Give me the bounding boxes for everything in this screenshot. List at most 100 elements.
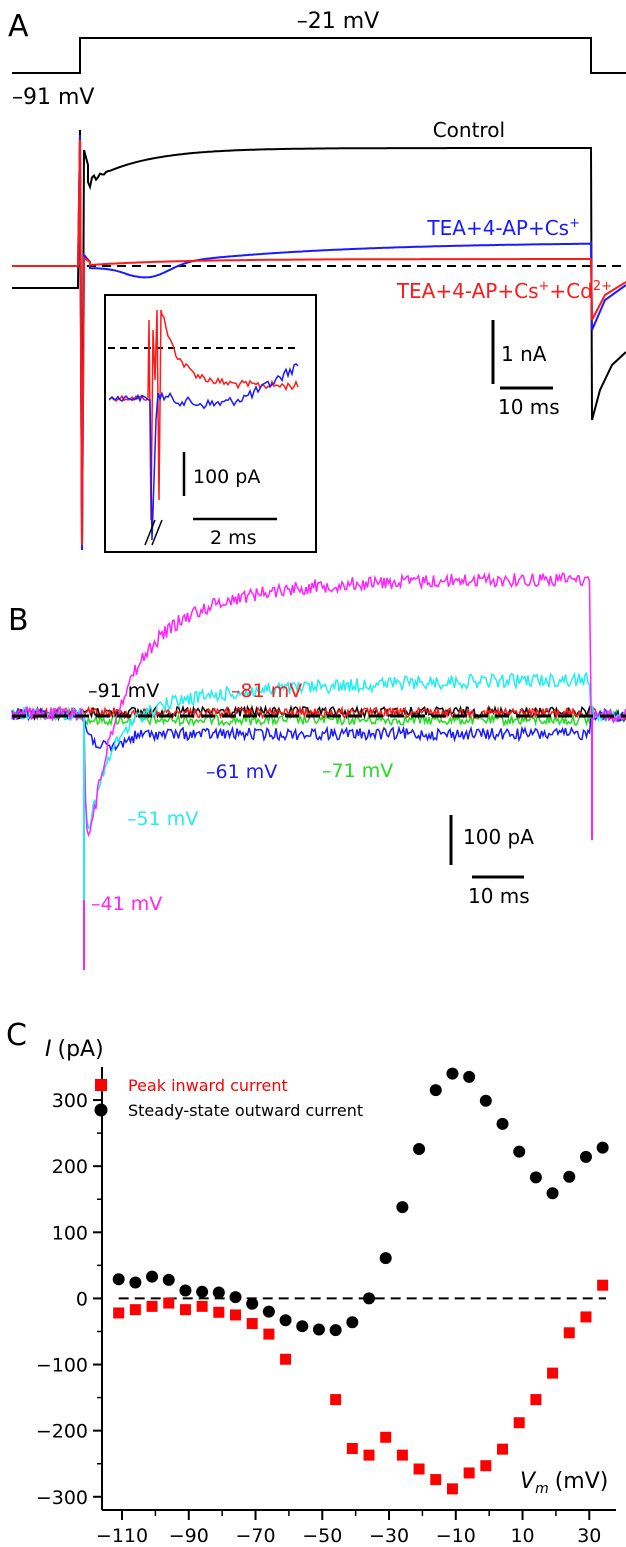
inset-blue-trace bbox=[109, 362, 299, 541]
panel-b-traces bbox=[11, 571, 626, 970]
trace-81mv bbox=[11, 705, 626, 721]
peak-inward-point bbox=[413, 1463, 425, 1475]
steady-state-point bbox=[112, 1273, 125, 1286]
x-tick-label: 30 bbox=[577, 1525, 601, 1547]
steady-state-point bbox=[212, 1286, 225, 1299]
data-points bbox=[112, 1067, 609, 1495]
steady-state-point bbox=[312, 1323, 325, 1336]
steady-state-point bbox=[563, 1170, 576, 1183]
steady-state-point bbox=[379, 1252, 392, 1265]
peak-inward-point bbox=[330, 1394, 342, 1406]
peak-inward-point bbox=[530, 1394, 542, 1406]
steady-state-point bbox=[129, 1276, 142, 1289]
steady-state-point bbox=[579, 1150, 592, 1163]
x-tick-label: −10 bbox=[436, 1525, 476, 1547]
panel-b-scalebar-time-label: 10 ms bbox=[468, 884, 530, 908]
y-axis-title: I (pA) bbox=[45, 1037, 104, 1062]
peak-inward-point bbox=[396, 1449, 408, 1461]
steady-state-point bbox=[513, 1145, 526, 1158]
peak-inward-point bbox=[446, 1483, 458, 1495]
peak-inward-point bbox=[196, 1300, 208, 1312]
y-tick-label: −100 bbox=[36, 1355, 88, 1377]
trace-71mv bbox=[11, 706, 626, 728]
peak-inward-point bbox=[163, 1297, 175, 1309]
peak-inward-point bbox=[513, 1417, 525, 1429]
step-voltage-label: –21 mV bbox=[297, 9, 379, 34]
y-tick-label: −200 bbox=[36, 1421, 88, 1443]
peak-inward-point bbox=[280, 1353, 292, 1365]
legend-circle-marker-icon bbox=[94, 1103, 108, 1117]
peak-inward-point bbox=[346, 1443, 358, 1455]
peak-inward-point bbox=[263, 1328, 275, 1340]
axis-break-icon bbox=[144, 519, 156, 546]
peak-inward-point bbox=[146, 1300, 158, 1312]
steady-state-point bbox=[429, 1084, 442, 1097]
panel-a-letter: A bbox=[8, 9, 29, 44]
peak-inward-point bbox=[580, 1311, 592, 1323]
holding-voltage-label: –91 mV bbox=[12, 85, 94, 110]
panel-b-letter: B bbox=[8, 603, 29, 638]
peak-inward-point bbox=[463, 1467, 475, 1479]
control-label: Control bbox=[433, 118, 505, 142]
x-tick-label: −90 bbox=[169, 1525, 209, 1547]
trace-label-minus61: –61 mV bbox=[206, 761, 277, 783]
steady-state-point bbox=[479, 1094, 492, 1107]
panel-a-inset: 100 pA 2 ms bbox=[104, 294, 317, 553]
legend-square-marker-icon bbox=[95, 1079, 107, 1091]
x-axis-title: Vm (mV) bbox=[520, 1469, 608, 1497]
panel-a-scalebar-current-label: 1 nA bbox=[501, 342, 547, 366]
steady-state-point bbox=[529, 1171, 542, 1184]
peak-inward-point bbox=[497, 1443, 509, 1455]
steady-state-point bbox=[446, 1067, 459, 1080]
peak-inward-point bbox=[430, 1474, 442, 1486]
trace-label-minus81: –81 mV bbox=[231, 680, 302, 702]
x-tick-label: −110 bbox=[96, 1525, 148, 1547]
y-tick-label: 300 bbox=[52, 1090, 88, 1112]
panel-c-iv-plot: C I (pA) Vm (mV) −300 −200 −100 0 100 200 300 −11… bbox=[6, 1018, 616, 1547]
steady-state-point bbox=[279, 1314, 292, 1327]
steady-state-point bbox=[346, 1316, 359, 1329]
peak-inward-point bbox=[480, 1460, 492, 1472]
peak-inward-point bbox=[380, 1431, 392, 1443]
x-tick-label: 10 bbox=[510, 1525, 534, 1547]
voltage-protocol-trace bbox=[12, 37, 626, 74]
inset-red-trace bbox=[109, 309, 299, 521]
y-tick-label: 200 bbox=[52, 1156, 88, 1178]
steady-state-point bbox=[329, 1324, 342, 1337]
steady-state-point bbox=[262, 1305, 275, 1318]
inset-frame bbox=[104, 294, 317, 553]
steady-state-point bbox=[296, 1320, 309, 1333]
inset-scalebar-time-label: 2 ms bbox=[210, 527, 257, 549]
peak-inward-point bbox=[213, 1306, 225, 1318]
peak-inward-point bbox=[547, 1367, 559, 1379]
legend-steady-state-label: Steady-state outward current bbox=[128, 1101, 363, 1120]
steady-state-point bbox=[496, 1117, 509, 1130]
steady-state-point bbox=[229, 1291, 242, 1304]
y-tick-label: 100 bbox=[52, 1222, 88, 1244]
panel-a: A –21 mV –91 mV Control TEA+4-AP+Cs+ TEA… bbox=[8, 9, 626, 553]
y-tick-label: −300 bbox=[36, 1487, 88, 1509]
x-tick-label: −70 bbox=[235, 1525, 275, 1547]
peak-inward-point bbox=[246, 1318, 258, 1330]
steady-state-point bbox=[396, 1201, 409, 1214]
axis-break-icon bbox=[151, 519, 163, 546]
steady-state-point bbox=[146, 1270, 159, 1283]
trace-label-minus71: –71 mV bbox=[322, 760, 393, 782]
steady-state-point bbox=[196, 1285, 209, 1298]
steady-state-point bbox=[162, 1273, 175, 1286]
steady-state-point bbox=[246, 1297, 259, 1310]
peak-inward-point bbox=[597, 1279, 609, 1291]
peak-inward-point bbox=[230, 1309, 242, 1321]
panel-b-scalebar-current-label: 100 pA bbox=[463, 825, 534, 849]
steady-state-point bbox=[546, 1187, 559, 1200]
tea-4ap-cs-trace bbox=[12, 134, 626, 551]
tea-4ap-cs-cd-trace bbox=[12, 139, 626, 546]
peak-inward-point bbox=[179, 1304, 191, 1316]
panel-b: B –91 mV –81 mV –71 mV –61 mV –51 mV –41… bbox=[8, 571, 626, 970]
legend-peak-inward-label: Peak inward current bbox=[128, 1076, 288, 1095]
axis-ticks: −300 −200 −100 0 100 200 300 −110 −90 −70 −50 −30 −1… bbox=[36, 1090, 602, 1547]
y-tick-label: 0 bbox=[76, 1288, 88, 1310]
x-tick-label: −30 bbox=[369, 1525, 409, 1547]
trace-41mv bbox=[11, 571, 626, 838]
